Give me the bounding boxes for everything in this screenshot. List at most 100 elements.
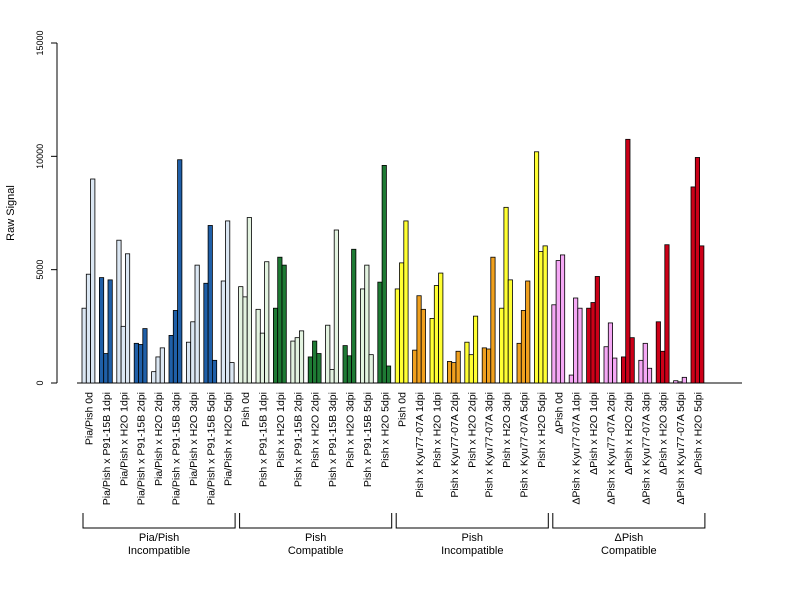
bar <box>647 367 653 384</box>
bars <box>81 138 705 384</box>
bar <box>690 186 696 384</box>
x-tick-label: ΔPish x H2O 1dpi <box>588 392 600 475</box>
bar <box>242 296 248 384</box>
group-label-line2: Compatible <box>288 545 344 557</box>
bar <box>225 220 231 384</box>
x-tick-label: Pish x H2O 2dpi <box>310 392 322 468</box>
x-tick-label: Pish x H2O 2dpi <box>466 392 478 468</box>
x-tick-label: ΔPish x Kyu77-07A 3dpi <box>640 392 652 505</box>
x-tick-label: Pish x H2O 3dpi <box>501 392 513 468</box>
x-tick-label: Pia/Pish x P91-15B 5dpi <box>205 392 217 505</box>
bar <box>538 251 544 384</box>
bar <box>159 347 165 384</box>
bar <box>568 374 574 384</box>
x-tick-label: Pish x H2O 5dpi <box>379 392 391 468</box>
group-label-line2: Incompatible <box>128 545 190 557</box>
x-tick-label: Pia/Pish x H2O 2dpi <box>153 392 165 486</box>
x-tick-label: ΔPish x Kyu77-07A 1dpi <box>571 392 583 505</box>
bar <box>177 159 183 384</box>
bar <box>455 350 461 384</box>
bar <box>516 342 522 384</box>
bar <box>151 371 157 384</box>
bar <box>699 245 705 384</box>
bar <box>142 328 148 384</box>
x-tick-label: Pish x H2O 1dpi <box>275 392 287 468</box>
bar <box>203 282 209 384</box>
bar <box>281 264 287 384</box>
bar <box>246 217 252 384</box>
bar <box>412 349 418 384</box>
x-tick-label: Pish x Kyu77-07A 5dpi <box>518 392 530 498</box>
bar <box>346 355 352 384</box>
x-tick-label: Pish x Kyu77-07A 3dpi <box>484 392 496 498</box>
x-tick-label: Pish x Kyu77-07A 2dpi <box>449 392 461 498</box>
bar <box>438 272 444 384</box>
group-bracket <box>395 513 549 529</box>
bar <box>220 280 226 384</box>
bar <box>229 362 235 384</box>
bar <box>190 321 196 384</box>
bar <box>272 307 279 384</box>
bar <box>385 365 392 384</box>
bar <box>503 206 509 384</box>
x-tick-label: ΔPish x H2O 5dpi <box>692 392 704 475</box>
y-axis-label: Raw Signal <box>5 185 17 241</box>
bar <box>368 354 374 384</box>
bar <box>499 307 505 384</box>
bar <box>446 361 453 384</box>
bar <box>194 264 200 384</box>
bar <box>255 308 261 384</box>
bar <box>125 253 131 384</box>
bar <box>520 310 526 384</box>
x-tick-label: Pish x H2O 5dpi <box>536 392 548 468</box>
group-bracket <box>82 513 236 529</box>
bar <box>298 330 305 384</box>
x-tick-label: Pia/Pish x H2O 1dpi <box>118 392 130 486</box>
x-tick-label: ΔPish x Kyu77-07A 5dpi <box>675 392 687 505</box>
bar <box>290 340 296 384</box>
bar <box>259 332 265 384</box>
bar <box>607 322 613 384</box>
bar <box>694 157 700 384</box>
bar <box>681 376 687 384</box>
y-tick-label: 15000 <box>35 30 45 55</box>
bar <box>333 229 339 384</box>
bar <box>577 307 583 384</box>
bar <box>673 380 679 384</box>
bar <box>625 138 631 384</box>
bar <box>168 334 174 384</box>
y-tick-label: 10000 <box>35 144 45 169</box>
bar <box>433 285 439 384</box>
bar <box>560 254 566 384</box>
group-label-line1: Pish <box>462 532 483 544</box>
x-tick-label: ΔPish x H2O 3dpi <box>658 392 670 475</box>
bar <box>468 354 474 384</box>
bar <box>555 260 561 384</box>
bar <box>664 244 670 384</box>
bar <box>238 286 244 384</box>
bar <box>381 164 387 384</box>
bar <box>185 341 192 384</box>
bar <box>307 356 313 384</box>
group-brackets: Pia/PishIncompatiblePishCompatiblePishIn… <box>82 513 706 557</box>
bar <box>481 347 487 384</box>
x-tick-label: Pia/Pish x H2O 5dpi <box>223 392 235 486</box>
bar <box>351 248 357 384</box>
bar <box>590 302 596 384</box>
bar <box>464 341 470 384</box>
x-tick-label: Pish x H2O 3dpi <box>344 392 356 468</box>
bar <box>594 276 600 384</box>
bar <box>638 359 644 384</box>
bar <box>116 239 122 384</box>
bar <box>359 288 366 384</box>
x-tick-label: ΔPish x H2O 2dpi <box>623 392 635 475</box>
bar <box>107 279 113 384</box>
bar <box>329 368 335 384</box>
bar <box>629 337 635 384</box>
x-tick-label: Pish x Kyu77-07A 1dpi <box>414 392 426 498</box>
bar <box>586 307 592 384</box>
bar <box>655 321 661 384</box>
bar <box>342 345 348 384</box>
